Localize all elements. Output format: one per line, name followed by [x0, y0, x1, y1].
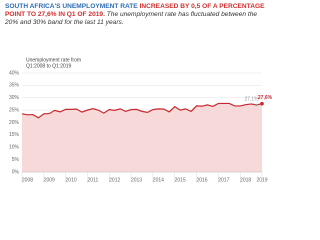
y-tick-label: 30%: [9, 95, 20, 101]
area-fill: [22, 103, 262, 172]
y-tick-label: 10%: [9, 145, 20, 151]
chart: 0% 5% 10% 15% 20% 25% 30% 35% 40% Unemployment ra…: [9, 57, 272, 183]
page: SOUTH AFRICA'S UNEMPLOYMENT RATE INCREAS…: [5, 3, 272, 184]
subtitle: The unemployment rate has fluctuated bet…: [5, 11, 258, 26]
y-tick-label: 20%: [9, 120, 20, 126]
x-tick-label: 2015: [175, 177, 186, 183]
annotation: Q1:2008 to Q1:2019: [26, 63, 72, 69]
title-lead: SOUTH AFRICA'S UNEMPLOYMENT RATE: [5, 3, 138, 10]
x-tick-label: 2018: [240, 177, 251, 183]
y-tick-label: 5%: [12, 157, 20, 163]
x-tick-label: 2016: [196, 177, 207, 183]
x-tick-label: 2017: [218, 177, 229, 183]
y-tick-label: 35%: [9, 83, 20, 89]
line: [21, 102, 263, 119]
annotation: Unemployment rate from: [26, 57, 81, 63]
chart-heading: SOUTH AFRICA'S UNEMPLOYMENT RATE INCREAS…: [5, 3, 267, 27]
x-tick-label: 2014: [153, 177, 164, 183]
value-label: 27,6%: [258, 95, 272, 101]
title-highlight: INCREASED BY 0,5 OF A PERCENTAGE POINT T…: [5, 3, 265, 18]
value-label: 27,1%: [244, 96, 259, 102]
y-tick-label: 15%: [9, 132, 20, 138]
x-tick-label: 2010: [66, 177, 77, 183]
point: [255, 103, 258, 107]
x-tick-label: 2008: [22, 177, 33, 183]
x-tick-label: 2013: [131, 177, 142, 183]
y-tick-label: 40%: [9, 70, 20, 76]
y-tick-label: 25%: [9, 107, 20, 113]
x-tick-label: 2009: [44, 177, 55, 183]
x-tick-label: 2011: [88, 177, 99, 183]
point: [260, 101, 264, 106]
x-tick-label: 2012: [109, 177, 120, 183]
y-tick-label: 0%: [12, 169, 20, 175]
